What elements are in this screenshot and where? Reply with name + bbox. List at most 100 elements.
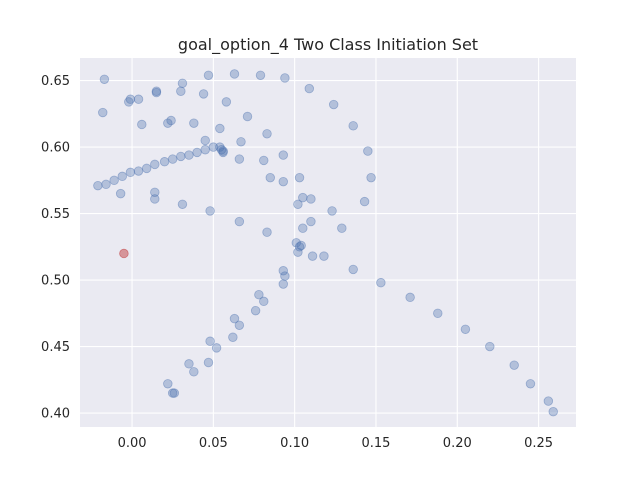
data-point-class-0: [278, 266, 288, 276]
data-point-class-0: [291, 238, 301, 248]
x-tick-label: 0.10: [280, 436, 309, 451]
data-point-class-0: [319, 251, 329, 261]
data-point-class-0: [189, 367, 199, 377]
data-point-class-0: [208, 142, 219, 152]
data-point-class-0: [93, 180, 103, 191]
y-tick-label: 0.65: [41, 74, 70, 89]
data-point-class-1: [119, 248, 129, 259]
data-point-class-0: [200, 145, 210, 155]
grid-lines: [80, 58, 576, 427]
data-point-class-0: [543, 396, 554, 406]
y-tick-label: 0.40: [41, 407, 70, 422]
data-point-class-0: [293, 247, 303, 257]
data-point-class-0: [548, 407, 558, 417]
data-point-class-0: [189, 118, 199, 128]
data-point-class-0: [169, 388, 180, 398]
data-point-class-0: [215, 123, 225, 134]
data-point-class-0: [159, 157, 170, 167]
data-point-class-0: [307, 251, 318, 261]
x-tick-label: 0.15: [361, 436, 390, 451]
data-point-class-0: [278, 150, 288, 160]
data-point-class-0: [259, 155, 269, 166]
data-point-class-0: [184, 150, 194, 160]
data-point-class-0: [192, 147, 202, 158]
data-point-class-0: [101, 179, 111, 190]
data-point-class-0: [109, 175, 119, 186]
data-point-class-0: [151, 86, 162, 96]
data-point-class-0: [229, 69, 240, 79]
data-point-class-0: [366, 172, 376, 183]
x-tick-label: 0.25: [524, 436, 553, 451]
data-point-class-0: [176, 151, 186, 162]
x-tick-label: 0.00: [118, 436, 147, 451]
data-point-class-0: [328, 99, 339, 110]
x-tick-label: 0.05: [199, 436, 228, 451]
plot-area: [80, 58, 576, 427]
data-point-class-0: [348, 121, 358, 131]
data-point-class-0: [280, 73, 290, 83]
data-point-class-0: [278, 176, 288, 187]
y-axis-ticks: 0.40 0.45 0.50 0.55 0.60 0.65: [41, 74, 70, 421]
data-point-class-0: [242, 111, 253, 122]
data-point-class-0: [151, 87, 162, 98]
data-point-class-0: [306, 194, 316, 204]
data-point-class-0: [234, 216, 245, 227]
data-point-class-0: [163, 118, 173, 128]
data-point-class-0: [205, 336, 215, 346]
data-point-class-0: [203, 70, 214, 80]
data-point-class-0: [250, 305, 261, 316]
data-point-class-0: [293, 199, 303, 209]
data-point-class-0: [115, 188, 126, 199]
data-point-class-0: [363, 146, 373, 156]
data-point-class-0: [337, 223, 347, 233]
data-point-class-0: [265, 172, 275, 183]
data-point-class-0: [125, 167, 136, 178]
data-point-class-0: [177, 78, 188, 88]
data-point-class-0: [229, 313, 240, 324]
data-point-class-0: [359, 196, 370, 207]
data-point-class-0: [167, 388, 178, 398]
data-point-class-0: [205, 206, 215, 216]
data-point-class-0: [177, 199, 188, 209]
data-point-class-0: [298, 223, 308, 233]
data-point-class-0: [163, 379, 173, 389]
data-point-class-0: [460, 324, 471, 334]
data-points: [93, 69, 558, 417]
data-point-class-0: [141, 163, 152, 174]
data-point-class-0: [348, 264, 358, 275]
data-point-class-0: [215, 142, 225, 152]
y-tick-label: 0.55: [41, 207, 70, 222]
x-axis-ticks: 0.00 0.05 0.10 0.15 0.20 0.25: [118, 436, 554, 451]
data-point-class-0: [278, 279, 288, 289]
y-tick-label: 0.50: [41, 274, 70, 289]
data-point-class-0: [234, 154, 245, 164]
data-point-class-0: [376, 278, 386, 288]
data-point-class-0: [294, 172, 305, 183]
data-point-class-0: [255, 70, 266, 80]
data-point-class-0: [137, 119, 147, 130]
chart-title: goal_option_4 Two Class Initiation Set: [178, 35, 478, 55]
data-point-class-0: [525, 379, 536, 389]
data-point-class-0: [166, 115, 176, 126]
data-point-class-0: [509, 360, 519, 370]
data-point-class-0: [150, 187, 160, 198]
data-point-class-0: [296, 240, 306, 251]
data-point-class-0: [280, 271, 290, 281]
data-point-class-0: [221, 97, 232, 107]
data-point-class-0: [405, 292, 415, 303]
y-tick-label: 0.60: [41, 141, 70, 156]
data-point-class-0: [236, 137, 246, 147]
data-point-class-0: [167, 154, 178, 164]
x-tick-label: 0.20: [443, 436, 472, 451]
data-point-class-0: [125, 94, 136, 104]
data-point-class-0: [218, 147, 228, 158]
data-point-class-0: [184, 359, 194, 369]
data-point-class-0: [254, 289, 264, 300]
data-point-class-0: [262, 129, 272, 139]
data-point-class-0: [176, 86, 186, 96]
data-point-class-0: [117, 171, 127, 182]
y-tick-label: 0.45: [41, 340, 70, 355]
data-point-class-0: [228, 332, 238, 342]
data-point-class-0: [216, 145, 227, 155]
